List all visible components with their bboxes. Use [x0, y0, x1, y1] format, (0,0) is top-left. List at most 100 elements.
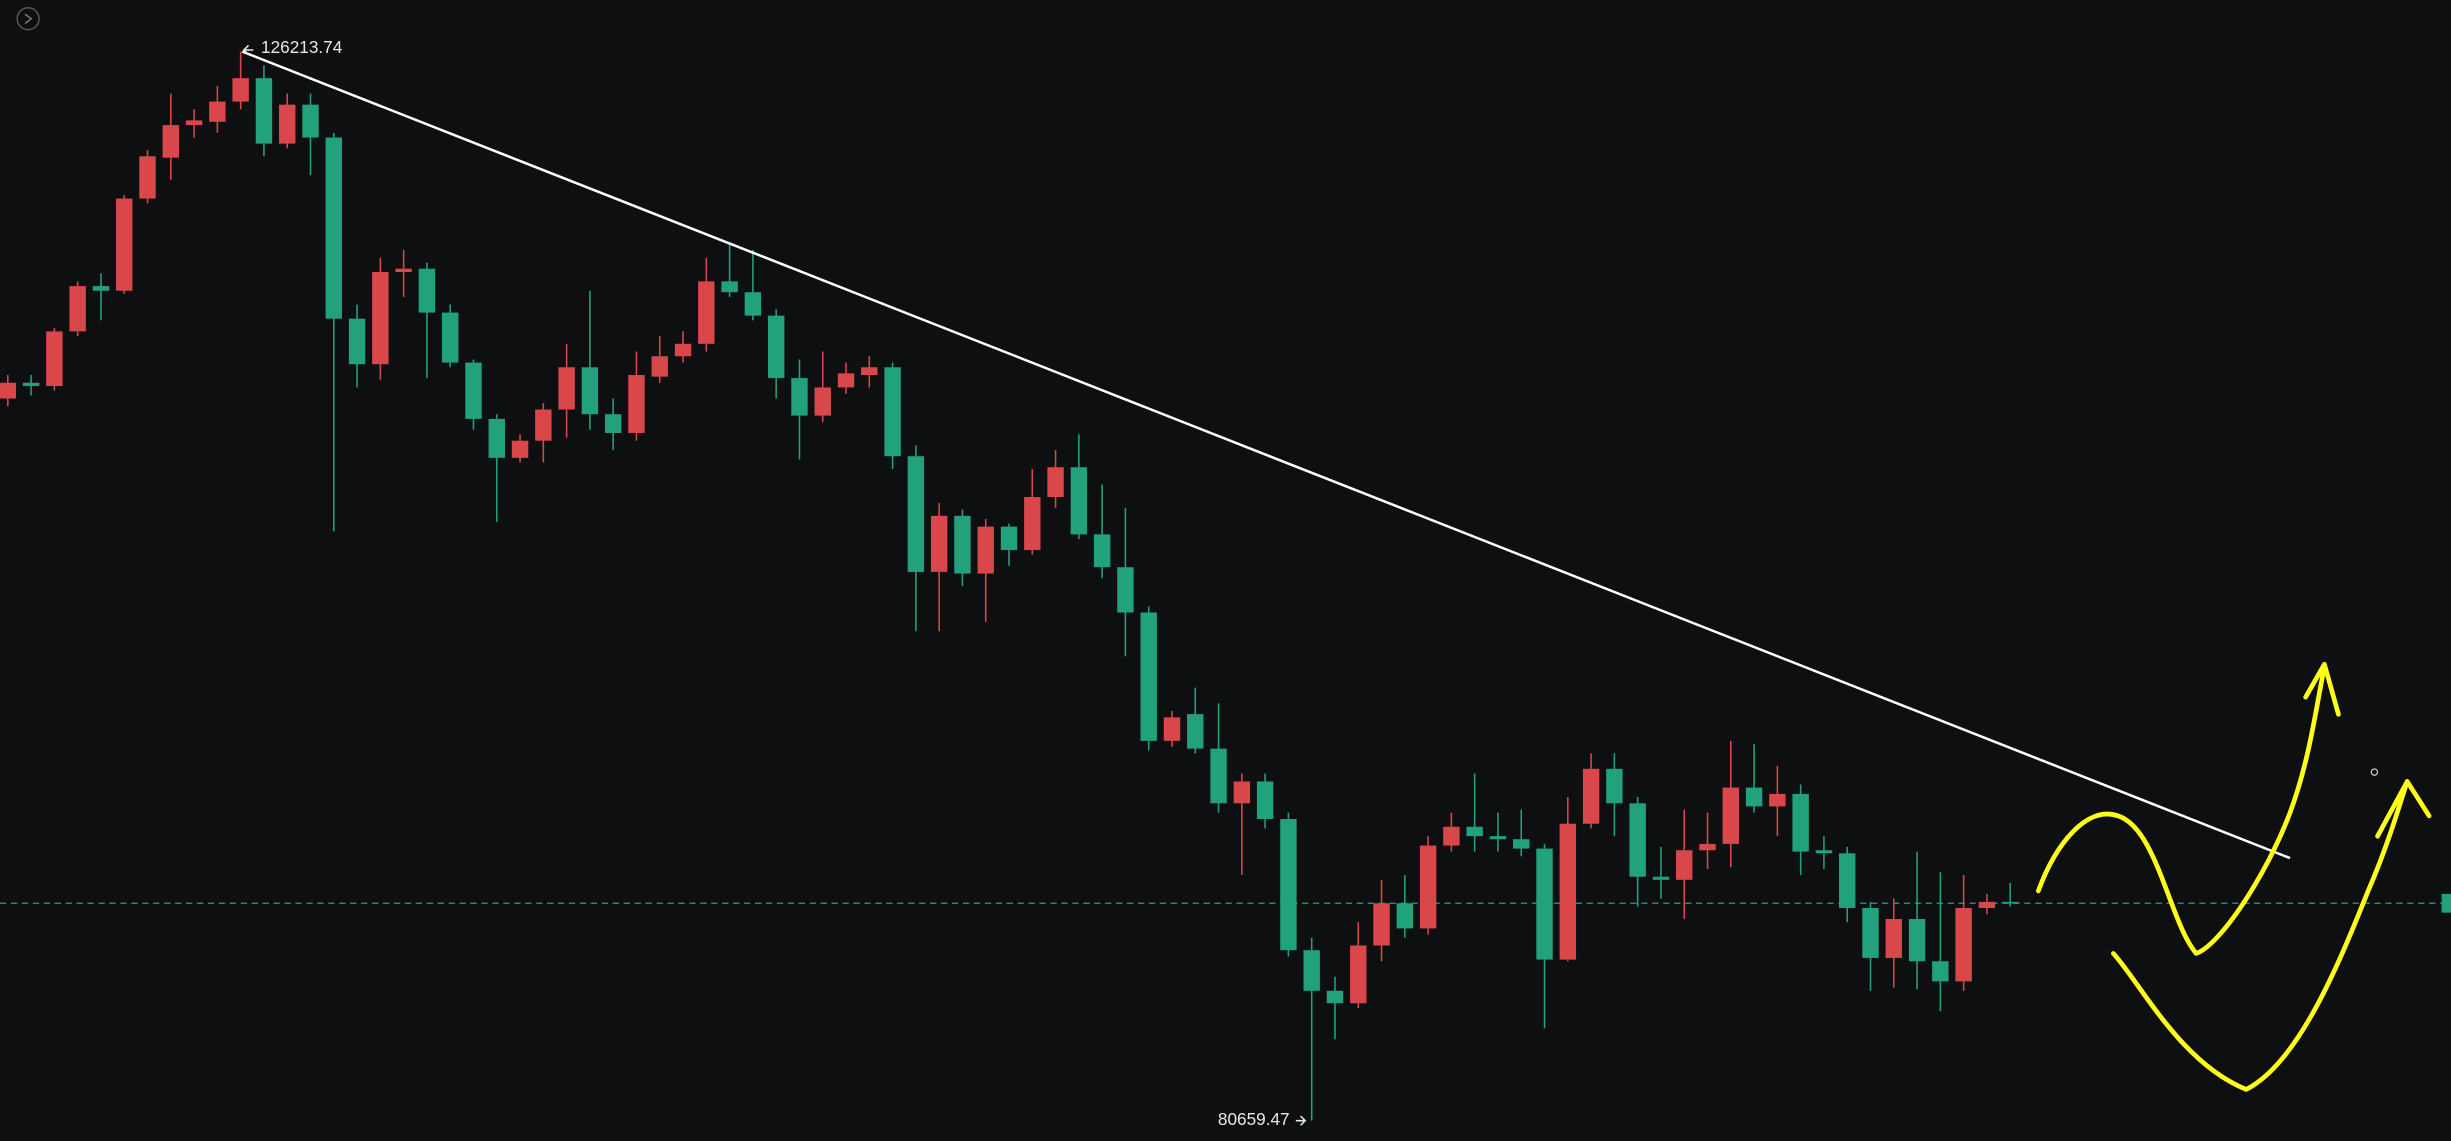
- candle-body: [1187, 714, 1204, 749]
- candle-body: [930, 515, 948, 572]
- candle-body: [372, 271, 389, 365]
- candle-body: [139, 156, 156, 199]
- candle-body: [744, 292, 762, 316]
- candle-body: [441, 312, 459, 363]
- candle-body: [395, 268, 412, 272]
- high-label: 126213.74: [261, 37, 343, 57]
- candle-body: [1745, 787, 1763, 807]
- candle-body: [488, 418, 505, 458]
- candle-body: [1606, 768, 1623, 804]
- candle-body: [837, 373, 855, 388]
- candle-body: [1163, 717, 1181, 741]
- candle-body: [907, 456, 925, 572]
- candle-body: [22, 382, 40, 387]
- candle-body: [1326, 990, 1344, 1004]
- candle-body: [1839, 853, 1856, 908]
- candle-body: [279, 104, 296, 144]
- candle-body: [1256, 781, 1274, 820]
- candle-body: [1652, 876, 1670, 880]
- candle-body: [651, 356, 668, 377]
- candle-body: [1722, 787, 1739, 844]
- candle-body: [674, 343, 692, 357]
- candle-body: [791, 378, 808, 416]
- candle-body: [0, 382, 17, 399]
- candle-body: [1513, 839, 1530, 849]
- candle-body: [1280, 819, 1297, 951]
- candle-body: [954, 515, 971, 574]
- candle-body: [348, 318, 366, 365]
- candle-body: [418, 268, 436, 313]
- candle-body: [302, 104, 319, 138]
- candle-body: [1000, 526, 1018, 551]
- candle-body: [1955, 907, 1972, 982]
- candle-body: [325, 137, 342, 319]
- candle-body: [1117, 567, 1134, 613]
- candle-body: [1210, 748, 1227, 804]
- candle-body: [2001, 901, 2019, 904]
- candle-body: [581, 367, 599, 415]
- low-label: 80659.47: [1218, 1109, 1290, 1129]
- drawn-arrows: [2035, 661, 2432, 1092]
- plot-area: [0, 51, 2451, 1121]
- candle-body: [1303, 950, 1320, 991]
- candle-body: [511, 440, 529, 458]
- arrow-head: [2303, 661, 2341, 717]
- candle-body: [1396, 903, 1414, 929]
- candle-body: [1932, 961, 1949, 982]
- candle-body: [1885, 918, 1902, 958]
- candle-body: [1093, 534, 1111, 568]
- nav-icon[interactable]: [16, 7, 40, 31]
- label-arrow: [1295, 1115, 1307, 1126]
- candle-body: [1582, 768, 1600, 824]
- candle-body: [1676, 850, 1693, 880]
- candle-body: [232, 78, 249, 102]
- candle-body: [1815, 850, 1833, 854]
- candle-body: [1024, 497, 1041, 551]
- candle-body: [1699, 843, 1716, 851]
- candle-body: [1978, 901, 1996, 908]
- candle-body: [721, 281, 738, 293]
- candle-body: [1070, 467, 1088, 535]
- candle-body: [1489, 836, 1507, 840]
- candle-body: [814, 387, 831, 416]
- candle-body: [977, 526, 994, 574]
- arrow-head: [2375, 779, 2432, 839]
- candle-body: [558, 367, 575, 410]
- candle-body: [185, 120, 203, 126]
- price-marker: [2441, 893, 2451, 913]
- label-arrow: [242, 44, 254, 56]
- candle-body: [884, 367, 901, 457]
- candle-body: [92, 286, 110, 291]
- candle-body: [628, 375, 645, 433]
- candle-body: [46, 331, 63, 387]
- arrow-path: [2035, 665, 2327, 956]
- candle-body: [1443, 826, 1460, 846]
- candle-body: [604, 414, 622, 433]
- trend-line: [241, 50, 2291, 860]
- candle-body: [69, 286, 86, 332]
- candle-body: [1419, 845, 1437, 929]
- candle-body: [767, 315, 785, 379]
- candle-body: [1629, 803, 1646, 877]
- candle-body: [1862, 907, 1879, 958]
- candle-body: [1233, 781, 1251, 804]
- candle-body: [861, 367, 878, 376]
- candle-body: [698, 281, 715, 344]
- candle-body: [255, 78, 273, 144]
- candle-body: [1792, 793, 1809, 852]
- candle-body: [1559, 823, 1577, 960]
- candle-body: [1373, 903, 1390, 946]
- candle-body: [1140, 612, 1157, 741]
- candle-body: [465, 362, 482, 419]
- candle-body: [1466, 826, 1483, 837]
- candle-body: [535, 409, 552, 441]
- candle-body: [1908, 918, 1926, 962]
- nav-icon-arrow: [24, 13, 33, 25]
- candle-body: [1350, 945, 1367, 1004]
- candle-body: [1536, 848, 1553, 960]
- candle-body: [162, 125, 180, 158]
- candle-body: [209, 101, 226, 122]
